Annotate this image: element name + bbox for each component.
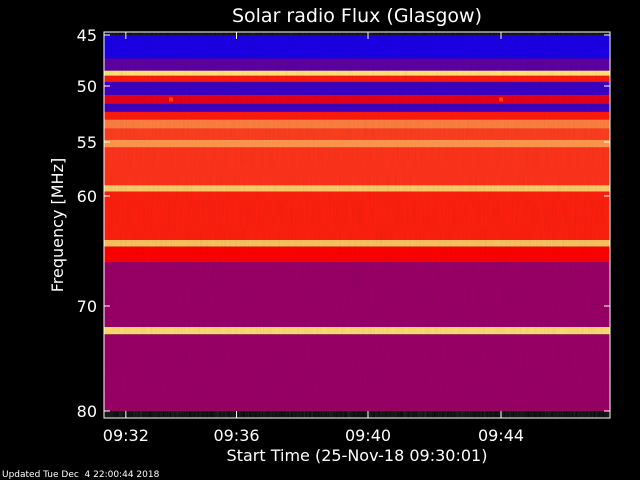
plot-frame <box>103 31 611 419</box>
y-axis-label: Frequency [MHz] <box>48 158 67 292</box>
radio-burst-edge <box>97 357 101 360</box>
radio-burst <box>97 268 101 359</box>
burst-dot <box>169 97 173 102</box>
plot-area <box>97 32 610 418</box>
y-tick-label: 55 <box>77 133 97 152</box>
update-timestamp: Updated Tue Dec 4 22:00:44 2018 <box>2 470 160 480</box>
x-tick-label: 09:32 <box>103 426 149 445</box>
x-axis-label: Start Time (25-Nov-18 09:30:01) <box>227 446 488 465</box>
y-tick-label: 70 <box>77 297 97 316</box>
x-tick-label: 09:36 <box>213 426 259 445</box>
chart-title: Solar radio Flux (Glasgow) <box>232 5 482 27</box>
noise-texture <box>104 32 610 418</box>
y-tick-label: 80 <box>77 402 97 421</box>
y-tick-label: 50 <box>77 77 97 96</box>
x-tick-label: 09:44 <box>478 426 524 445</box>
y-tick-label: 45 <box>77 26 97 45</box>
radio-burst-peak <box>97 310 101 316</box>
y-tick-label: 60 <box>77 187 97 206</box>
x-tick-label: 09:40 <box>345 426 391 445</box>
burst-dot <box>499 97 503 102</box>
